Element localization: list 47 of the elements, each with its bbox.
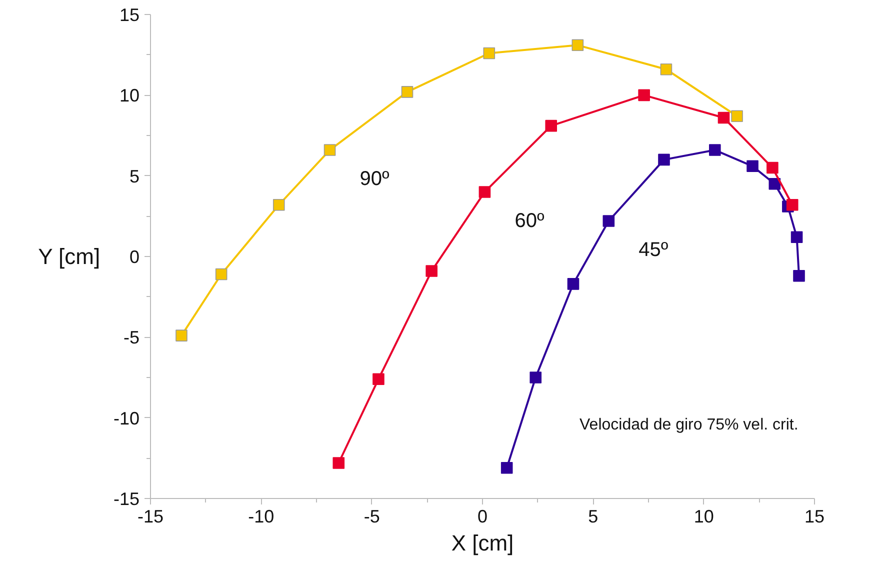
point <box>215 268 228 280</box>
y-tick-label: 10 <box>119 86 140 106</box>
point <box>709 144 721 156</box>
series-label: 90º <box>360 168 390 190</box>
point <box>272 198 285 211</box>
point <box>731 110 743 122</box>
x-tick-label: 0 <box>477 506 488 526</box>
point <box>500 462 513 474</box>
x-axis-title: X [cm] <box>451 530 514 556</box>
point <box>793 270 805 282</box>
x-tick-label: 15 <box>804 506 825 526</box>
point <box>746 160 758 172</box>
point <box>602 215 615 227</box>
point <box>768 178 781 190</box>
point <box>530 372 542 384</box>
point <box>790 231 803 244</box>
annotation: Velocidad de giro 75% vel. crit. <box>580 416 798 434</box>
series-label: 60º <box>514 210 545 232</box>
y-tick-label: 0 <box>129 247 140 267</box>
x-tick-label: -5 <box>364 506 380 526</box>
point <box>478 186 491 198</box>
point <box>372 373 384 386</box>
x-tick-label: 5 <box>588 506 598 526</box>
point <box>786 198 798 211</box>
point <box>766 162 778 174</box>
y-tick-label: 15 <box>119 5 140 25</box>
point <box>718 112 730 124</box>
point <box>332 457 345 469</box>
y-axis-title: Y [cm] <box>38 244 100 269</box>
x-tick-label: -10 <box>248 506 274 526</box>
point <box>545 120 558 132</box>
point <box>658 154 670 166</box>
point <box>176 330 188 342</box>
series-label: 45º <box>638 239 669 262</box>
point <box>483 47 496 60</box>
y-tick-label: 5 <box>129 166 140 186</box>
y-tick-label: -10 <box>113 408 140 428</box>
y-tick-label: -5 <box>123 328 140 348</box>
point <box>638 89 650 102</box>
y-tick-label: -15 <box>113 489 140 509</box>
point <box>660 63 672 76</box>
point <box>567 278 580 290</box>
point <box>426 265 438 277</box>
point <box>324 144 336 156</box>
point <box>401 86 414 98</box>
x-tick-label: 10 <box>694 506 714 526</box>
point <box>572 39 584 52</box>
